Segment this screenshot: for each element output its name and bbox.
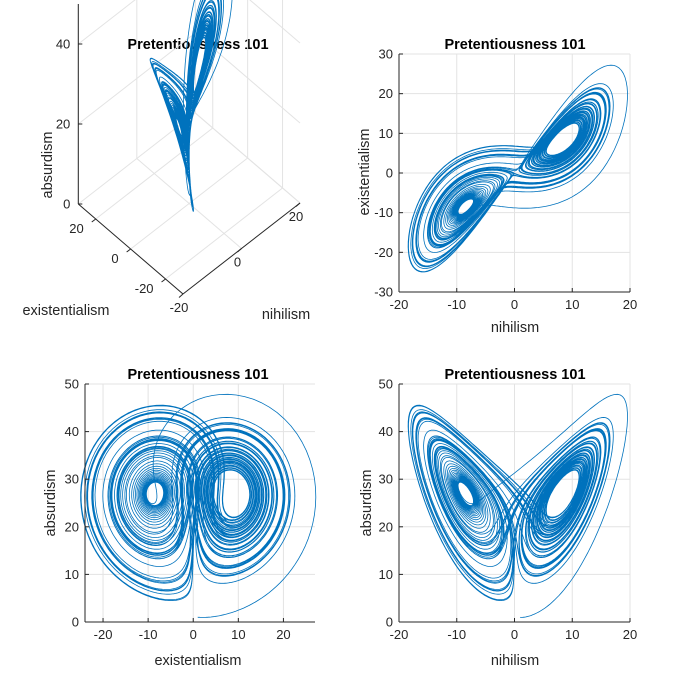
y-tick-mark <box>91 218 97 223</box>
subplot-3d-grid <box>77 0 301 295</box>
x-tick-label: 0 <box>234 255 241 270</box>
x-tick-mark <box>295 202 301 207</box>
subplot-xy-ylabel: existentialism <box>357 128 373 215</box>
wall-gridline <box>194 32 301 124</box>
x-tick-label: 20 <box>623 627 637 642</box>
subplot-3d-zlabel: absurdism <box>40 132 56 199</box>
x-tick-label: 20 <box>289 209 303 224</box>
y-tick-label: 30 <box>379 472 393 487</box>
subplot-yz-title: Pretentiousness 101 <box>127 367 268 383</box>
y-tick-label: 10 <box>379 567 393 582</box>
z-tick-label: 40 <box>56 37 70 52</box>
subplot-xy-axes <box>398 53 631 293</box>
y-tick-label: 0 <box>386 615 393 630</box>
x-tick-label: 10 <box>565 627 579 642</box>
y-tick-label: 50 <box>379 377 393 392</box>
subplot-xz-xlabel: nihilism <box>491 653 539 669</box>
subplot-3d-ticks: -20 0 20 -20 0 20 0 20 40 <box>56 37 303 316</box>
subplot-yz-xlabel: existentialism <box>154 653 241 669</box>
wall-gridline <box>77 32 196 125</box>
subplot-xz-title: Pretentiousness 101 <box>444 367 585 383</box>
subplot-3d-xlabel: nihilism <box>262 307 310 323</box>
wall-gridline <box>194 112 301 204</box>
subplot-xz: Pretentiousness 101 -20 -10 0 10 20 0 10 20 30 40… <box>359 367 637 669</box>
y-tick-label: 50 <box>65 377 79 392</box>
y-tick-label: -20 <box>374 245 393 260</box>
z-tick-label: 20 <box>56 117 70 132</box>
y-tick-label: 20 <box>65 519 79 534</box>
floor-gridline <box>165 187 283 280</box>
y-tick-label: 40 <box>65 424 79 439</box>
y-tick-label: 0 <box>386 166 393 181</box>
floor-gridline <box>130 157 248 250</box>
y-tick-mark <box>161 278 166 283</box>
x-tick-label: -10 <box>139 627 158 642</box>
subplot-xy: Pretentiousness 101 -20 -10 0 10 20-30-20-10… <box>357 37 637 336</box>
wall-gridline <box>249 0 301 44</box>
floor-gridline <box>95 127 214 220</box>
subplot-xz-axes <box>398 383 631 623</box>
y-tick-label: 10 <box>65 567 79 582</box>
subplot-xz-ticks: -20 -10 0 10 20 0 10 20 30 40 50 <box>379 377 638 643</box>
y-tick-label: 20 <box>379 86 393 101</box>
x-tick-label: 10 <box>565 297 579 312</box>
z-tick-label: 0 <box>63 197 70 212</box>
y-tick-label: 40 <box>379 424 393 439</box>
subplot-yz-axes <box>84 383 315 623</box>
x-tick-label: -20 <box>170 300 189 315</box>
y-tick-label: 20 <box>379 519 393 534</box>
subplot-3d-trajectory <box>149 0 233 212</box>
subplot-yz-ylabel: absurdism <box>43 470 59 537</box>
subplot-yz: Pretentiousness 101 -20 -10 0 10 20 0 10 20 30 40… <box>43 367 317 669</box>
y-tick-label: 30 <box>65 472 79 487</box>
subplot-3d-ylabel: existentialism <box>22 303 109 319</box>
subplot-xz-trajectory <box>407 393 628 618</box>
y-tick-label: 0 <box>111 251 118 266</box>
y-tick-label: 20 <box>69 221 83 236</box>
subplot-yz-trajectory <box>80 393 317 618</box>
x-tick-label: 20 <box>276 627 290 642</box>
x-tick-label: -20 <box>94 627 113 642</box>
subplot-xy-trajectory <box>407 64 628 273</box>
subplot-xy-title: Pretentiousness 101 <box>444 37 585 53</box>
subplot-yz-ticks: -20 -10 0 10 20 0 10 20 30 40 50 <box>65 377 291 643</box>
y-tick-label: 0 <box>72 615 79 630</box>
x-tick-label: -20 <box>390 297 409 312</box>
y-tick-label: 30 <box>379 47 393 62</box>
x-tick-label: 0 <box>190 627 197 642</box>
y-tick-label: -30 <box>374 285 393 300</box>
y-tick-mark <box>126 248 131 253</box>
x-tick-mark <box>178 293 184 298</box>
wall-gridline <box>77 0 136 45</box>
subplot-3d-axes <box>77 4 301 298</box>
x-tick-label: -20 <box>390 627 409 642</box>
subplot-xz-ylabel: absurdism <box>359 470 375 537</box>
y-tick-label: 10 <box>379 126 393 141</box>
y-tick-label: -10 <box>374 205 393 220</box>
x-tick-label: -10 <box>447 297 466 312</box>
x-tick-label: 0 <box>511 627 518 642</box>
x-tick-label: 20 <box>623 297 637 312</box>
x-tick-label: 10 <box>231 627 245 642</box>
y-tick-label: -20 <box>135 281 154 296</box>
subplot-xy-xlabel: nihilism <box>491 320 539 336</box>
x-tick-label: 0 <box>511 297 518 312</box>
x-tick-label: -10 <box>447 627 466 642</box>
x-tick-mark <box>237 248 242 253</box>
